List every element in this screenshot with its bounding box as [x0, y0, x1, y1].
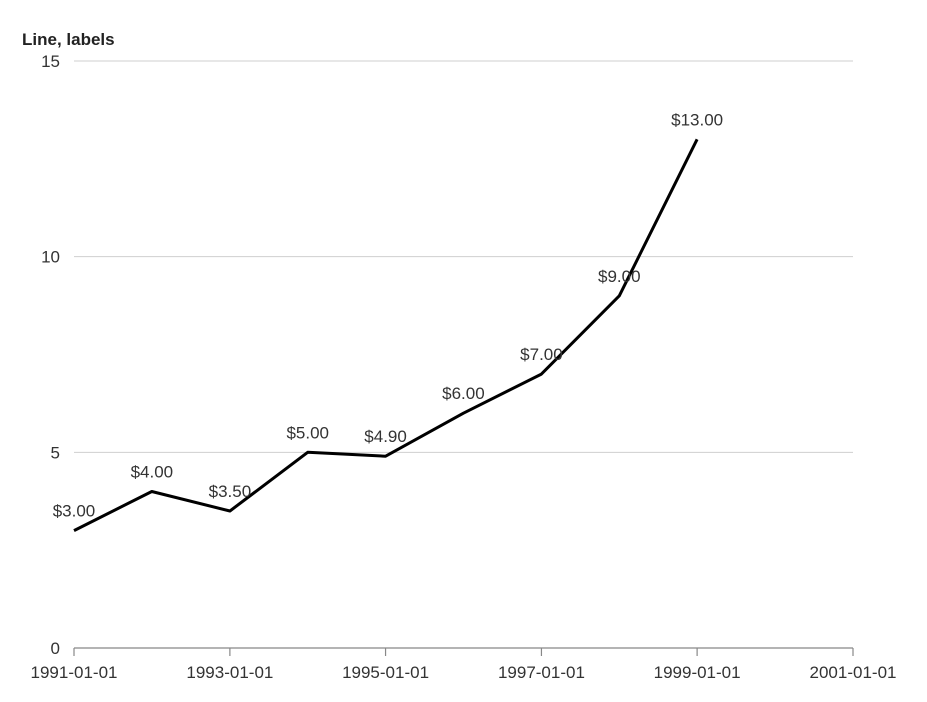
- data-label: $4.00: [131, 462, 174, 481]
- x-tick-label: 1991-01-01: [31, 663, 118, 682]
- data-label: $3.50: [209, 482, 252, 501]
- data-label: $7.00: [520, 345, 563, 364]
- data-label: $6.00: [442, 384, 485, 403]
- x-tick-label: 1993-01-01: [186, 663, 273, 682]
- series-layer: [73, 138, 699, 532]
- x-tick-label: 1999-01-01: [654, 663, 741, 682]
- y-tick-label: 0: [51, 639, 60, 658]
- y-tick-label: 10: [41, 248, 60, 267]
- data-label: $3.00: [53, 502, 96, 521]
- y-tick-label: 5: [51, 443, 60, 462]
- data-label: $5.00: [286, 423, 329, 442]
- data-label: $4.90: [364, 427, 407, 446]
- x-tick-label: 2001-01-01: [810, 663, 897, 682]
- y-tick-label: 15: [41, 52, 60, 71]
- data-label: $13.00: [671, 110, 723, 129]
- axes: 0 5 10 15 1991-01-01 1993-01-01 1995-01-01 1997…: [31, 52, 897, 682]
- series-line: [73, 138, 699, 532]
- chart-title: Line, labels: [22, 30, 115, 49]
- x-tick-label: 1995-01-01: [342, 663, 429, 682]
- x-tick-label: 1997-01-01: [498, 663, 585, 682]
- data-label: $9.00: [598, 267, 641, 286]
- grid-lines: [74, 60, 853, 453]
- data-labels: $3.00 $4.00 $3.50 $5.00 $4.90 $6.00 $7.00 $9.00…: [53, 110, 723, 520]
